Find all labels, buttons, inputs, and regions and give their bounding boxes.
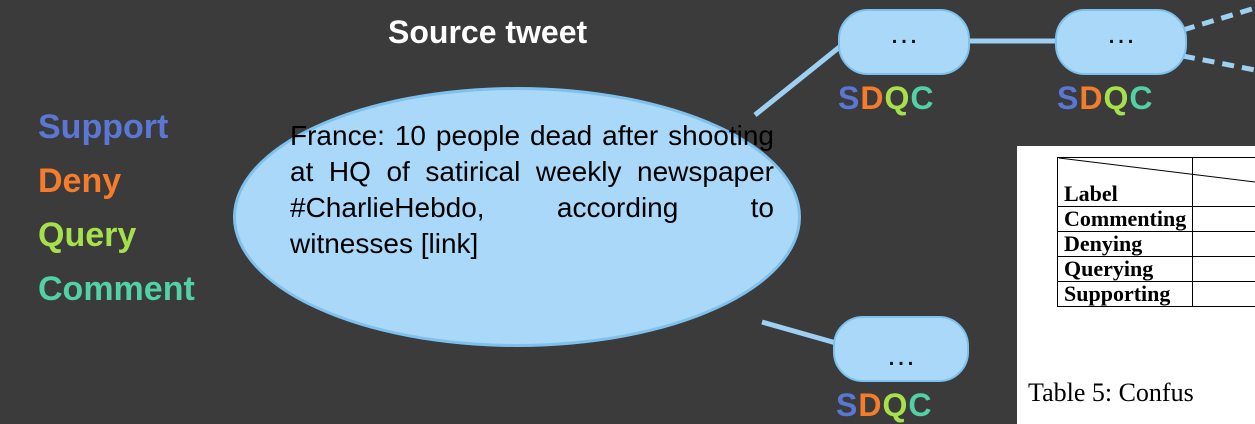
- reply-node-3: …: [833, 316, 969, 382]
- source-tweet-bubble: [233, 87, 801, 347]
- sdqc-label-3: SDQC: [836, 387, 932, 424]
- source-tweet-text: France: 10 people dead after shooting at…: [290, 120, 774, 259]
- sdqc-s: S: [838, 80, 861, 116]
- sdqc-s: S: [836, 387, 859, 423]
- sdqc-d: D: [858, 387, 883, 423]
- sdqc-q: Q: [884, 80, 911, 116]
- edge-source-to-reply-3: [761, 319, 837, 346]
- table-row: Supporting: [1056, 281, 1255, 307]
- row-label: Querying: [1056, 256, 1194, 282]
- sdqc-q: Q: [1103, 80, 1130, 116]
- sdqc-d: D: [860, 80, 885, 116]
- table-header-row: Label I: [1056, 157, 1255, 207]
- row-label: Supporting: [1056, 281, 1194, 307]
- confusion-table: Label I Commenting Denying Querying Supp…: [1056, 157, 1255, 307]
- legend-support: Support: [38, 108, 169, 146]
- sdqc-label-1: SDQC: [838, 80, 934, 117]
- sdqc-s: S: [1057, 80, 1080, 116]
- edge-source-to-reply-1: [753, 43, 844, 117]
- sdqc-c: C: [910, 80, 935, 116]
- table-corner-cell: Label: [1056, 157, 1193, 207]
- sdqc-d: D: [1079, 80, 1104, 116]
- table-row: Commenting: [1056, 206, 1255, 232]
- edge-dashed-upper: [1182, 5, 1255, 33]
- corner-label: Label: [1064, 181, 1118, 206]
- edge-dashed-lower: [1182, 53, 1255, 73]
- row-values: [1192, 281, 1255, 307]
- source-tweet-title: Source tweet: [388, 14, 588, 50]
- reply-node-2: …: [1055, 9, 1187, 75]
- table-row: Querying: [1056, 256, 1255, 282]
- row-values: [1192, 206, 1255, 232]
- table-row: Denying: [1056, 231, 1255, 257]
- label-legend: Support Deny Query Comment: [38, 100, 195, 316]
- sdqc-label-2: SDQC: [1057, 80, 1153, 117]
- row-label: Commenting: [1056, 206, 1194, 232]
- sdqc-c: C: [908, 387, 933, 423]
- legend-comment: Comment: [38, 270, 195, 308]
- legend-query: Query: [38, 216, 137, 254]
- reply-node-1: …: [838, 9, 970, 75]
- legend-deny: Deny: [38, 162, 122, 200]
- sdqc-c: C: [1129, 80, 1154, 116]
- confusion-table-excerpt: Label I Commenting Denying Querying Supp…: [1017, 146, 1255, 424]
- sdqc-q: Q: [882, 387, 909, 423]
- reply-node-text: …: [889, 17, 919, 50]
- row-values: [1192, 231, 1255, 257]
- row-values: [1192, 256, 1255, 282]
- table-caption: Table 5: Confus: [1028, 378, 1194, 407]
- reply-node-text: …: [1106, 17, 1136, 50]
- reply-node-text: …: [886, 339, 916, 372]
- table-header-cell: I: [1192, 157, 1255, 207]
- row-label: Denying: [1056, 231, 1194, 257]
